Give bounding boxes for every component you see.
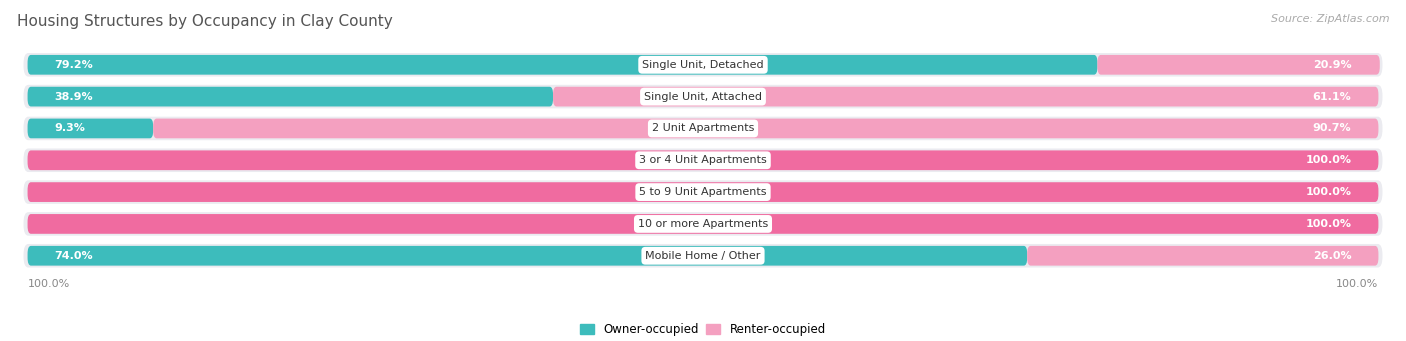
FancyBboxPatch shape — [24, 85, 1382, 108]
FancyBboxPatch shape — [28, 214, 1378, 234]
FancyBboxPatch shape — [24, 148, 1382, 172]
Text: Single Unit, Detached: Single Unit, Detached — [643, 60, 763, 70]
FancyBboxPatch shape — [28, 182, 1378, 202]
Text: 100.0%: 100.0% — [1336, 279, 1378, 289]
Text: 61.1%: 61.1% — [1313, 92, 1351, 102]
Text: 9.3%: 9.3% — [55, 123, 86, 133]
FancyBboxPatch shape — [28, 87, 553, 106]
Text: Mobile Home / Other: Mobile Home / Other — [645, 251, 761, 261]
Text: 0.0%: 0.0% — [645, 187, 676, 197]
Legend: Owner-occupied, Renter-occupied: Owner-occupied, Renter-occupied — [575, 318, 831, 341]
Text: 100.0%: 100.0% — [28, 279, 70, 289]
Text: 0.0%: 0.0% — [645, 155, 676, 165]
FancyBboxPatch shape — [24, 53, 1382, 77]
Text: 100.0%: 100.0% — [1305, 219, 1351, 229]
Text: Housing Structures by Occupancy in Clay County: Housing Structures by Occupancy in Clay … — [17, 14, 392, 29]
Text: Source: ZipAtlas.com: Source: ZipAtlas.com — [1271, 14, 1389, 24]
Text: 79.2%: 79.2% — [55, 60, 93, 70]
FancyBboxPatch shape — [28, 150, 1378, 170]
Text: 0.0%: 0.0% — [645, 219, 676, 229]
Text: 100.0%: 100.0% — [1305, 187, 1351, 197]
FancyBboxPatch shape — [28, 55, 1098, 75]
Text: 3 or 4 Unit Apartments: 3 or 4 Unit Apartments — [640, 155, 766, 165]
FancyBboxPatch shape — [28, 119, 153, 138]
Text: 100.0%: 100.0% — [1305, 155, 1351, 165]
FancyBboxPatch shape — [24, 244, 1382, 268]
FancyBboxPatch shape — [1028, 246, 1378, 266]
FancyBboxPatch shape — [24, 212, 1382, 236]
FancyBboxPatch shape — [24, 117, 1382, 140]
Text: 2 Unit Apartments: 2 Unit Apartments — [652, 123, 754, 133]
FancyBboxPatch shape — [24, 180, 1382, 204]
Text: 10 or more Apartments: 10 or more Apartments — [638, 219, 768, 229]
Text: 38.9%: 38.9% — [55, 92, 93, 102]
Text: 26.0%: 26.0% — [1313, 251, 1351, 261]
Text: 5 to 9 Unit Apartments: 5 to 9 Unit Apartments — [640, 187, 766, 197]
FancyBboxPatch shape — [553, 87, 1378, 106]
Text: 74.0%: 74.0% — [55, 251, 93, 261]
FancyBboxPatch shape — [1098, 55, 1379, 75]
Text: 20.9%: 20.9% — [1313, 60, 1351, 70]
Text: 90.7%: 90.7% — [1313, 123, 1351, 133]
FancyBboxPatch shape — [28, 246, 1028, 266]
FancyBboxPatch shape — [153, 119, 1378, 138]
Text: Single Unit, Attached: Single Unit, Attached — [644, 92, 762, 102]
